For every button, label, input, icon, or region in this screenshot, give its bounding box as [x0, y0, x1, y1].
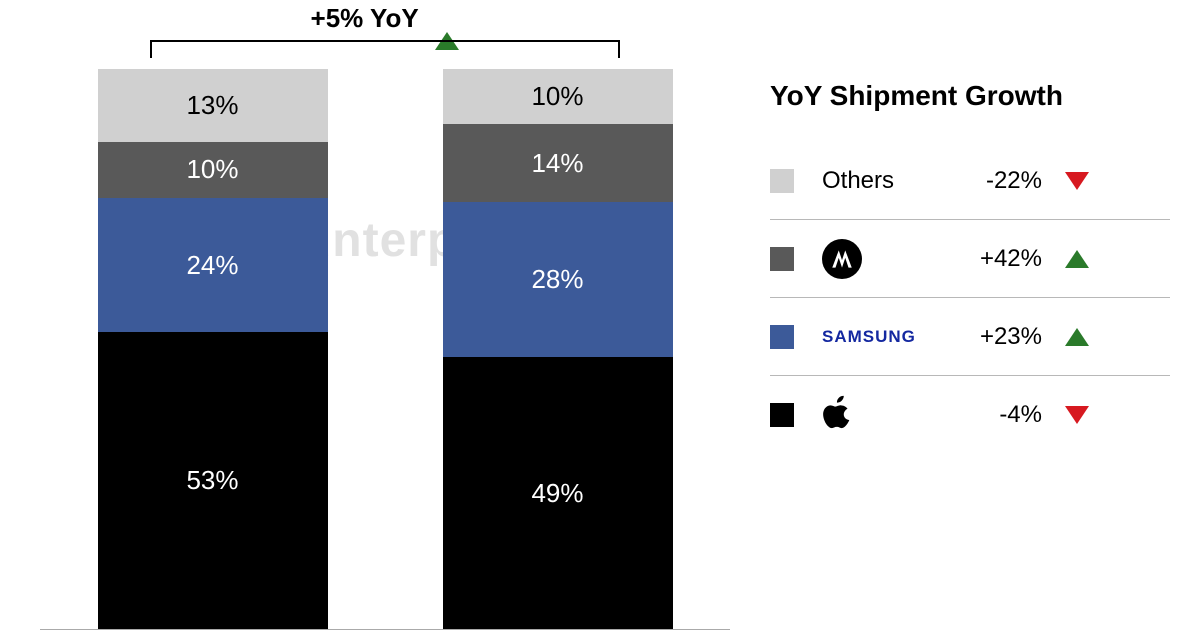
swatch-motorola — [770, 247, 794, 271]
stacked-bar-chart: +5% YoY Counterpoint 13%10%24%53%10%14%2… — [40, 0, 730, 640]
growth-value-apple: -4% — [952, 401, 1062, 429]
legend-title: YoY Shipment Growth — [770, 80, 1170, 112]
bar-2020: 13%10%24%53% — [98, 69, 328, 629]
triangle-up-icon — [435, 2, 459, 33]
segment-others: 10% — [443, 69, 673, 124]
comparison-bracket — [150, 40, 620, 58]
swatch-apple — [770, 403, 794, 427]
triangle-down-icon — [1062, 406, 1092, 424]
bars-container: 13%10%24%53%10%14%28%49% — [40, 60, 730, 630]
legend-row-motorola: +42% — [770, 220, 1170, 298]
growth-value-motorola: +42% — [952, 245, 1062, 273]
swatch-samsung — [770, 325, 794, 349]
legend-row-samsung: SAMSUNG +23% — [770, 298, 1170, 376]
segment-apple: 53% — [98, 332, 328, 629]
brand-cell-motorola — [822, 239, 952, 279]
triangle-up-icon — [1062, 328, 1092, 346]
swatch-others — [770, 169, 794, 193]
legend-row-apple: -4% — [770, 376, 1170, 454]
segment-others: 13% — [98, 69, 328, 142]
growth-value-others: -22% — [952, 167, 1062, 195]
segment-samsung: 28% — [443, 202, 673, 357]
segment-samsung: 24% — [98, 198, 328, 332]
brand-cell-others: Others — [822, 167, 952, 195]
segment-motorola: 14% — [443, 124, 673, 202]
triangle-down-icon — [1062, 172, 1092, 190]
brand-label-others: Others — [822, 167, 894, 195]
segment-motorola: 10% — [98, 142, 328, 198]
growth-value-samsung: +23% — [952, 323, 1062, 351]
apple-icon — [822, 394, 854, 437]
triangle-up-icon — [1062, 250, 1092, 268]
brand-cell-samsung: SAMSUNG — [822, 327, 952, 347]
legend-panel: YoY Shipment Growth Others -22% +42% SAMSUN… — [770, 80, 1170, 454]
segment-apple: 49% — [443, 357, 673, 629]
samsung-icon: SAMSUNG — [822, 327, 916, 347]
yoy-growth-text: +5% YoY — [311, 3, 419, 33]
brand-cell-apple — [822, 394, 952, 437]
yoy-growth-header: +5% YoY — [40, 2, 730, 34]
legend-row-others: Others -22% — [770, 142, 1170, 220]
motorola-icon — [822, 239, 862, 279]
bar-2021: 10%14%28%49% — [443, 69, 673, 629]
